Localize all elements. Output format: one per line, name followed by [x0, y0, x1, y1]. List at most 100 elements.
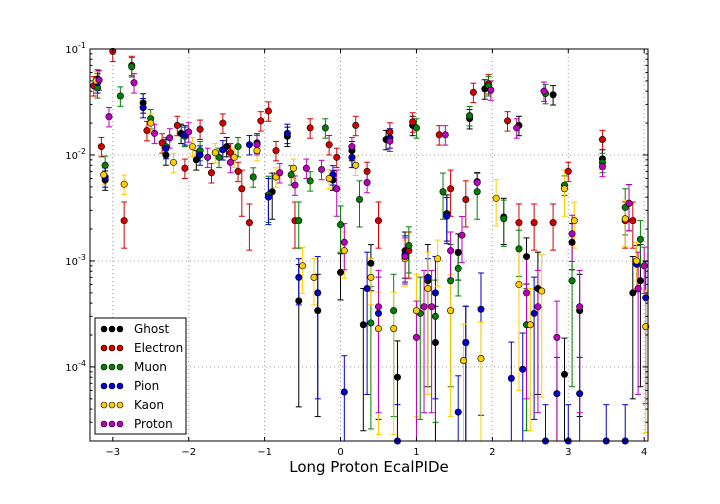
legend-marker [108, 325, 116, 333]
data-point [540, 87, 548, 95]
data-point [234, 143, 242, 151]
data-point [363, 284, 371, 292]
data-point [352, 121, 360, 129]
data-point [95, 76, 103, 84]
y-tick-exponent: -4 [78, 359, 86, 368]
data-point [245, 141, 253, 149]
data-point [447, 185, 455, 193]
data-point [454, 264, 462, 272]
legend-marker [108, 420, 116, 428]
data-point [477, 355, 485, 363]
data-point [534, 303, 542, 311]
y-tick-base: 10 [65, 151, 78, 162]
y-tick-base: 10 [65, 257, 78, 268]
data-point [367, 259, 375, 267]
data-points [90, 47, 650, 445]
x-tick-label: 0 [337, 447, 343, 458]
data-point [428, 303, 436, 311]
legend-marker [116, 325, 124, 333]
legend-marker [100, 401, 108, 409]
data-point [629, 217, 637, 225]
data-point [553, 390, 561, 398]
data-point [447, 307, 455, 315]
data-point [458, 231, 466, 239]
data-point [219, 119, 227, 127]
data-point [173, 121, 181, 129]
data-point [348, 153, 356, 161]
data-point [97, 143, 105, 151]
data-point [367, 273, 375, 281]
data-point [215, 153, 223, 161]
data-point [636, 235, 644, 243]
data-point [560, 370, 568, 378]
data-point [337, 268, 345, 276]
data-point [188, 143, 196, 151]
data-point [598, 162, 606, 170]
legend-marker [100, 344, 108, 352]
data-point [249, 173, 257, 181]
data-point [120, 180, 128, 188]
data-point [272, 147, 280, 155]
data-point [424, 284, 432, 292]
data-point [629, 289, 637, 297]
legend: Ghost Electron Muon Pion Kaon Proton [94, 317, 187, 435]
data-point [435, 131, 443, 139]
data-point [431, 312, 439, 320]
x-tick-label: 4 [641, 447, 647, 458]
data-point [314, 289, 322, 297]
data-point [283, 129, 291, 137]
data-point [386, 137, 394, 145]
data-point [295, 217, 303, 225]
data-point [257, 117, 265, 125]
data-point [348, 143, 356, 151]
data-point [515, 245, 523, 253]
legend-marker [116, 382, 124, 390]
data-point [439, 188, 447, 196]
data-point [473, 188, 481, 196]
y-tick-label: 10-2 [65, 147, 86, 162]
data-point [130, 79, 138, 87]
data-point [295, 297, 303, 305]
data-point [151, 129, 159, 137]
data-point [302, 164, 310, 172]
data-point [447, 277, 455, 285]
data-point [318, 165, 326, 173]
data-point [340, 247, 348, 255]
data-point [393, 373, 401, 381]
data-point [333, 185, 341, 193]
data-point [568, 230, 576, 238]
data-point [101, 161, 109, 169]
x-tick-label: 3 [565, 447, 571, 458]
data-point [466, 112, 474, 120]
data-point [625, 199, 633, 207]
legend-label: Electron [134, 341, 183, 355]
data-point [412, 307, 420, 315]
data-point [204, 153, 212, 161]
data-point [492, 194, 500, 202]
x-tick-label: −1 [257, 447, 272, 458]
data-point [530, 219, 538, 227]
data-point [192, 156, 200, 164]
legend-label: Ghost [134, 322, 169, 336]
data-point [460, 356, 468, 364]
data-point [367, 319, 375, 327]
data-point [568, 277, 576, 285]
legend-marker [100, 382, 108, 390]
data-point [374, 303, 382, 311]
data-point [454, 249, 462, 257]
data-point [462, 196, 470, 204]
data-point [230, 153, 238, 161]
data-point [295, 273, 303, 281]
legend-label: Muon [134, 360, 167, 374]
data-point [363, 178, 371, 186]
data-point [253, 141, 261, 149]
data-point [289, 164, 297, 172]
y-tick-base: 10 [65, 45, 78, 56]
data-point [598, 135, 606, 143]
data-point [576, 303, 584, 311]
data-point [487, 86, 495, 94]
data-point [636, 277, 644, 285]
data-point [564, 167, 572, 175]
data-point [553, 333, 561, 341]
